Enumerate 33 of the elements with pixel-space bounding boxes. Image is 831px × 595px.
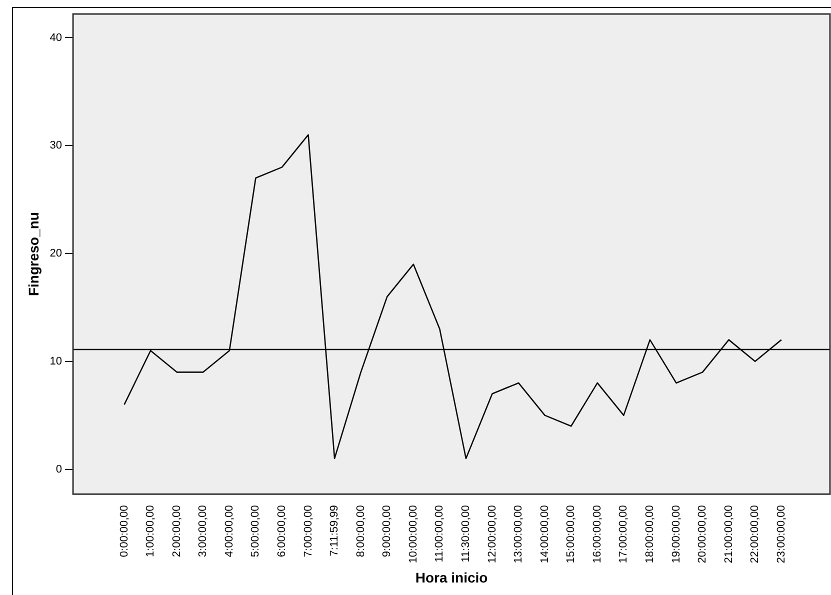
- y-tick-label: 0: [56, 463, 62, 476]
- x-tick-label: 11:00:00,00: [434, 505, 446, 562]
- x-tick-label: 19:00:00,00: [670, 505, 682, 564]
- x-tick-label: 7:00:00,00: [302, 505, 314, 558]
- x-tick-label: 15:00:00,00: [565, 505, 578, 564]
- x-tick-label: 8:00:00,00: [354, 505, 367, 558]
- y-tick-label: 10: [50, 355, 62, 368]
- x-tick-label: 22:00:00,00: [749, 505, 762, 564]
- x-tick-label: 0:00:00,00: [118, 505, 130, 558]
- x-tick-label: 6:00:00,00: [276, 505, 288, 558]
- y-axis-title: Fingreso_nu: [25, 212, 42, 296]
- x-tick-label: 10:00:00,00: [407, 505, 420, 564]
- x-tick-label: 17:00:00,00: [618, 505, 630, 564]
- y-tick-label: 40: [50, 32, 62, 44]
- x-tick-label: 7:11:59,99: [328, 505, 341, 556]
- x-tick-label: 16:00:00,00: [591, 505, 604, 564]
- x-tick-label: 20:00:00,00: [696, 505, 709, 564]
- x-tick-label: 1:00:00,00: [144, 505, 157, 558]
- y-tick-label: 30: [50, 140, 62, 152]
- x-tick-label: 23:00:00,00: [775, 505, 788, 564]
- x-tick-label: 12:00:00,00: [486, 505, 498, 564]
- x-tick-label: 18:00:00,00: [644, 505, 656, 564]
- x-tick-label: 21:00:00,00: [722, 505, 735, 564]
- x-tick-label: 2:00:00,00: [170, 505, 183, 558]
- y-tick-label: 20: [50, 248, 62, 260]
- x-tick-label: 9:00:00,00: [381, 505, 394, 558]
- x-tick-label: 3:00:00,00: [197, 505, 210, 558]
- x-tick-label: 11:30:00,00: [460, 505, 472, 562]
- x-axis-title: Hora inicio: [415, 569, 488, 586]
- x-tick-label: 13:00:00,00: [512, 505, 525, 564]
- x-tick-label: 4:00:00,00: [223, 505, 236, 558]
- x-tick-label: 14:00:00,00: [538, 505, 551, 564]
- x-tick-label: 5:00:00,00: [250, 505, 262, 558]
